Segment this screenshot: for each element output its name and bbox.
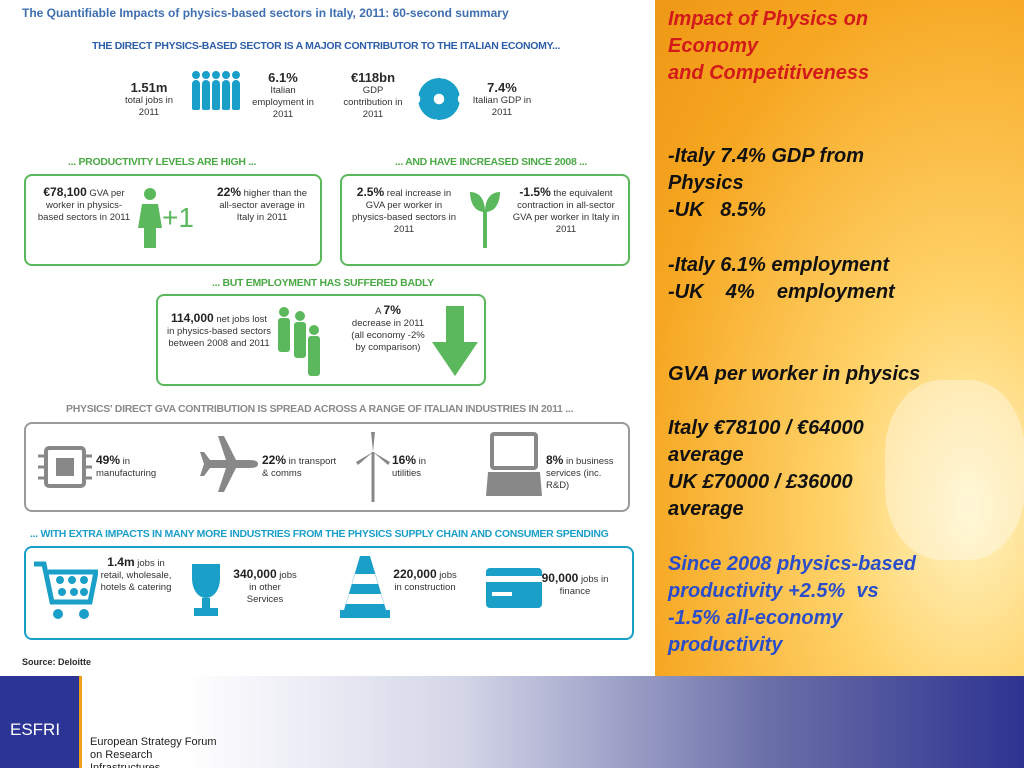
extra-value: 340,000 — [233, 567, 277, 581]
employment-box — [156, 294, 486, 386]
sector-label: in transport & comms — [262, 456, 337, 479]
notes-panel: Impact of Physics on Economy and Competi… — [655, 0, 1024, 676]
stat-italian-employment: 6.1% Italian employment in 2011 — [250, 70, 316, 121]
notes-gva-heading: GVA per worker in physics — [668, 363, 921, 385]
plus-one: +1 — [162, 202, 194, 233]
jobs-label: net jobs lost in physics-based sectors b… — [166, 314, 272, 349]
real-label: real increase in GVA per worker in physi… — [351, 188, 457, 235]
higher-than-average: 22% higher than the all-sector average i… — [210, 186, 314, 224]
stat-value: 6.1% — [268, 70, 298, 85]
sector-business-services: 8% in business services (inc. R&D) — [546, 454, 626, 492]
banner-extra: ... WITH EXTRA IMPACTS IN MANY MORE INDU… — [30, 528, 609, 540]
sector-value: 8% — [546, 453, 564, 467]
gva-per-worker: €78,100 GVA per worker in physics-based … — [34, 186, 134, 224]
sector-transport: 22% in transport & comms — [262, 454, 342, 480]
extra-label: jobs in finance — [559, 574, 609, 597]
extra-impacts-box — [24, 546, 634, 640]
notes-productivity: Since 2008 physics-based productivity +2… — [668, 553, 916, 656]
sector-label: in business services (inc. R&D) — [546, 456, 614, 491]
stat-value: €118bn — [350, 70, 396, 85]
person-icon — [138, 188, 162, 248]
source-note: Source: Deloitte — [22, 657, 92, 667]
equivalent-contraction: -1.5% the equivalent contraction in all-… — [510, 186, 622, 236]
trophy-icon — [192, 564, 220, 616]
people-icon — [192, 71, 240, 110]
real-value: 2.5% — [356, 185, 385, 199]
footer: ESFRI — [0, 676, 1024, 768]
chip-icon — [38, 446, 92, 488]
jobs-value: 114,000 — [170, 311, 214, 325]
shopping-cart-icon — [34, 561, 98, 619]
banner-direct: THE DIRECT PHYSICS-BASED SECTOR IS A MAJ… — [92, 40, 560, 52]
stat-label: GDP contribution in 2011 — [343, 85, 403, 120]
sector-manufacturing: 49% in manufacturing — [96, 454, 168, 480]
sector-value: 49% — [96, 453, 121, 467]
banner-employment: ... BUT EMPLOYMENT HAS SUFFERED BADLY — [212, 277, 434, 289]
notes-gva-values: Italy €78100 / €64000 average UK £70000 … — [668, 417, 864, 520]
stat-gdp-contribution: €118bn GDP contribution in 2011 — [338, 70, 408, 121]
notes-employment: -Italy 6.1% employment -UK 4% employment — [668, 254, 895, 303]
sector-label: in manufacturing — [96, 456, 157, 479]
extra-label: jobs in construction — [394, 570, 457, 593]
decrease-prefix: A — [375, 306, 381, 317]
decrease-value: 7% — [383, 303, 401, 317]
banner-increased: ... AND HAVE INCREASED SINCE 2008 ... — [395, 156, 587, 168]
extra-construction: 220,000 jobs in construction — [392, 568, 458, 594]
decrease-label: decrease in 2011 (all economy -2% by com… — [351, 318, 425, 353]
stat-italian-gdp: 7.4% Italian GDP in 2011 — [470, 80, 534, 119]
notes-heading: Impact of Physics on Economy and Competi… — [668, 8, 870, 84]
gva-label: GVA per worker in physics-based sectors … — [37, 188, 131, 223]
laptop-icon — [486, 432, 542, 496]
sector-value: 22% — [262, 453, 287, 467]
extra-services: 340,000 jobs in other Services — [232, 568, 298, 606]
banner-gva: PHYSICS' DIRECT GVA CONTRIBUTION IS SPRE… — [66, 403, 574, 415]
traffic-cone-icon — [340, 556, 390, 618]
wind-turbine-icon — [356, 432, 390, 502]
stat-value: 1.51m — [130, 80, 168, 95]
extra-value: 90,000 — [541, 571, 579, 585]
notes-gdp: -Italy 7.4% GDP from Physics -UK 8.5% — [668, 145, 864, 221]
sector-value: 16% — [392, 453, 417, 467]
gva-value: €78,100 — [43, 185, 87, 199]
extra-finance: 90,000 jobs in finance — [540, 572, 610, 598]
map-background — [885, 380, 1024, 560]
employment-decrease: A 7% decrease in 2011 (all economy -2% b… — [346, 304, 430, 354]
stat-value: 7.4% — [487, 80, 517, 95]
sector-utilities: 16% in utilities — [392, 454, 442, 480]
credit-card-icon — [486, 568, 542, 608]
contract-value: -1.5% — [519, 185, 551, 199]
stat-label: total jobs in 2011 — [124, 95, 174, 118]
down-arrow-icon — [432, 306, 478, 376]
stat-total-jobs: 1.51m total jobs in 2011 — [118, 80, 180, 119]
higher-label: higher than the all-sector average in It… — [219, 188, 308, 223]
productivity-box — [24, 174, 322, 266]
increase-box — [340, 174, 630, 266]
extra-label: jobs in retail, wholesale, hotels & cate… — [100, 558, 172, 593]
contract-label: the equivalent contraction in all-sector… — [512, 188, 620, 235]
infographic: The Quantifiable Impacts of physics-base… — [22, 6, 634, 667]
net-jobs-lost: 114,000 net jobs lost in physics-based s… — [166, 312, 272, 350]
extra-value: 1.4m — [107, 555, 135, 569]
infographic-title: The Quantifiable Impacts of physics-base… — [22, 6, 509, 20]
extra-retail: 1.4m jobs in retail, wholesale, hotels &… — [100, 556, 172, 594]
banner-productivity: ... PRODUCTIVITY LEVELS ARE HIGH ... — [68, 156, 257, 168]
airplane-icon — [200, 436, 258, 492]
stat-label: Italian GDP in 2011 — [472, 95, 532, 118]
sprout-icon — [470, 192, 500, 248]
people-group-icon — [278, 307, 320, 376]
extra-label: jobs in other Services — [246, 570, 297, 605]
real-increase: 2.5% real increase in GVA per worker in … — [350, 186, 458, 236]
sectors-box — [24, 422, 630, 512]
esfri-subtitle: European Strategy Forum on Research Infr… — [90, 736, 217, 768]
sector-label: in utilities — [392, 456, 427, 479]
extra-value: 220,000 — [393, 567, 437, 581]
gear-icon — [418, 78, 460, 120]
stat-label: Italian employment in 2011 — [252, 85, 314, 120]
higher-value: 22% — [216, 185, 241, 199]
esfri-logo-text: ESFRI — [10, 720, 61, 739]
esfri-logo: ESFRI — [0, 676, 82, 768]
